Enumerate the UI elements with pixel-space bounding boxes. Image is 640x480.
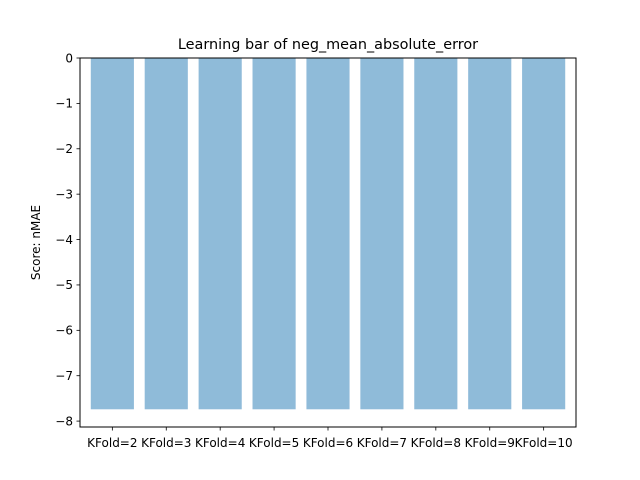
x-tick-label: KFold=8 xyxy=(411,436,461,450)
y-tick-label: −2 xyxy=(55,142,73,156)
y-tick-label: −8 xyxy=(55,414,73,428)
x-tick-label: KFold=4 xyxy=(195,436,245,450)
x-tick-label: KFold=3 xyxy=(141,436,191,450)
y-tick-label: −1 xyxy=(55,97,73,111)
bar-kfold-10 xyxy=(522,58,566,410)
y-tick-label: −4 xyxy=(55,233,73,247)
x-tick-label: KFold=10 xyxy=(515,436,573,450)
y-tick-label: −3 xyxy=(55,187,73,201)
x-tick-label: KFold=6 xyxy=(303,436,353,450)
bar-kfold-5 xyxy=(252,58,296,410)
plot-frame xyxy=(79,57,577,428)
y-axis: 0 −1 −2 −3 −4 −5 −6 −7 −8 xyxy=(55,51,80,428)
bar-kfold-8 xyxy=(414,58,458,410)
bar-kfold-4 xyxy=(198,58,242,410)
x-tick-label: KFold=5 xyxy=(249,436,299,450)
bar-kfold-9 xyxy=(468,58,512,410)
y-tick-label: −6 xyxy=(55,324,73,338)
x-tick-label: KFold=7 xyxy=(357,436,407,450)
bars-group xyxy=(90,58,566,410)
y-axis-label: Score: nMAE xyxy=(29,205,43,280)
bar-kfold-6 xyxy=(306,58,350,410)
x-tick-label: KFold=9 xyxy=(465,436,515,450)
y-tick-label: −5 xyxy=(55,278,73,292)
bar-kfold-7 xyxy=(360,58,404,410)
chart-title: Learning bar of neg_mean_absolute_error xyxy=(178,37,478,53)
bar-kfold-3 xyxy=(144,58,188,410)
y-tick-label: 0 xyxy=(65,51,73,65)
y-tick-label: −7 xyxy=(55,369,73,383)
x-tick-label: KFold=2 xyxy=(87,436,137,450)
x-axis: KFold=2 KFold=3 KFold=4 KFold=5 KFold=6 KFold… xyxy=(87,427,573,450)
bar-kfold-2 xyxy=(90,58,134,410)
